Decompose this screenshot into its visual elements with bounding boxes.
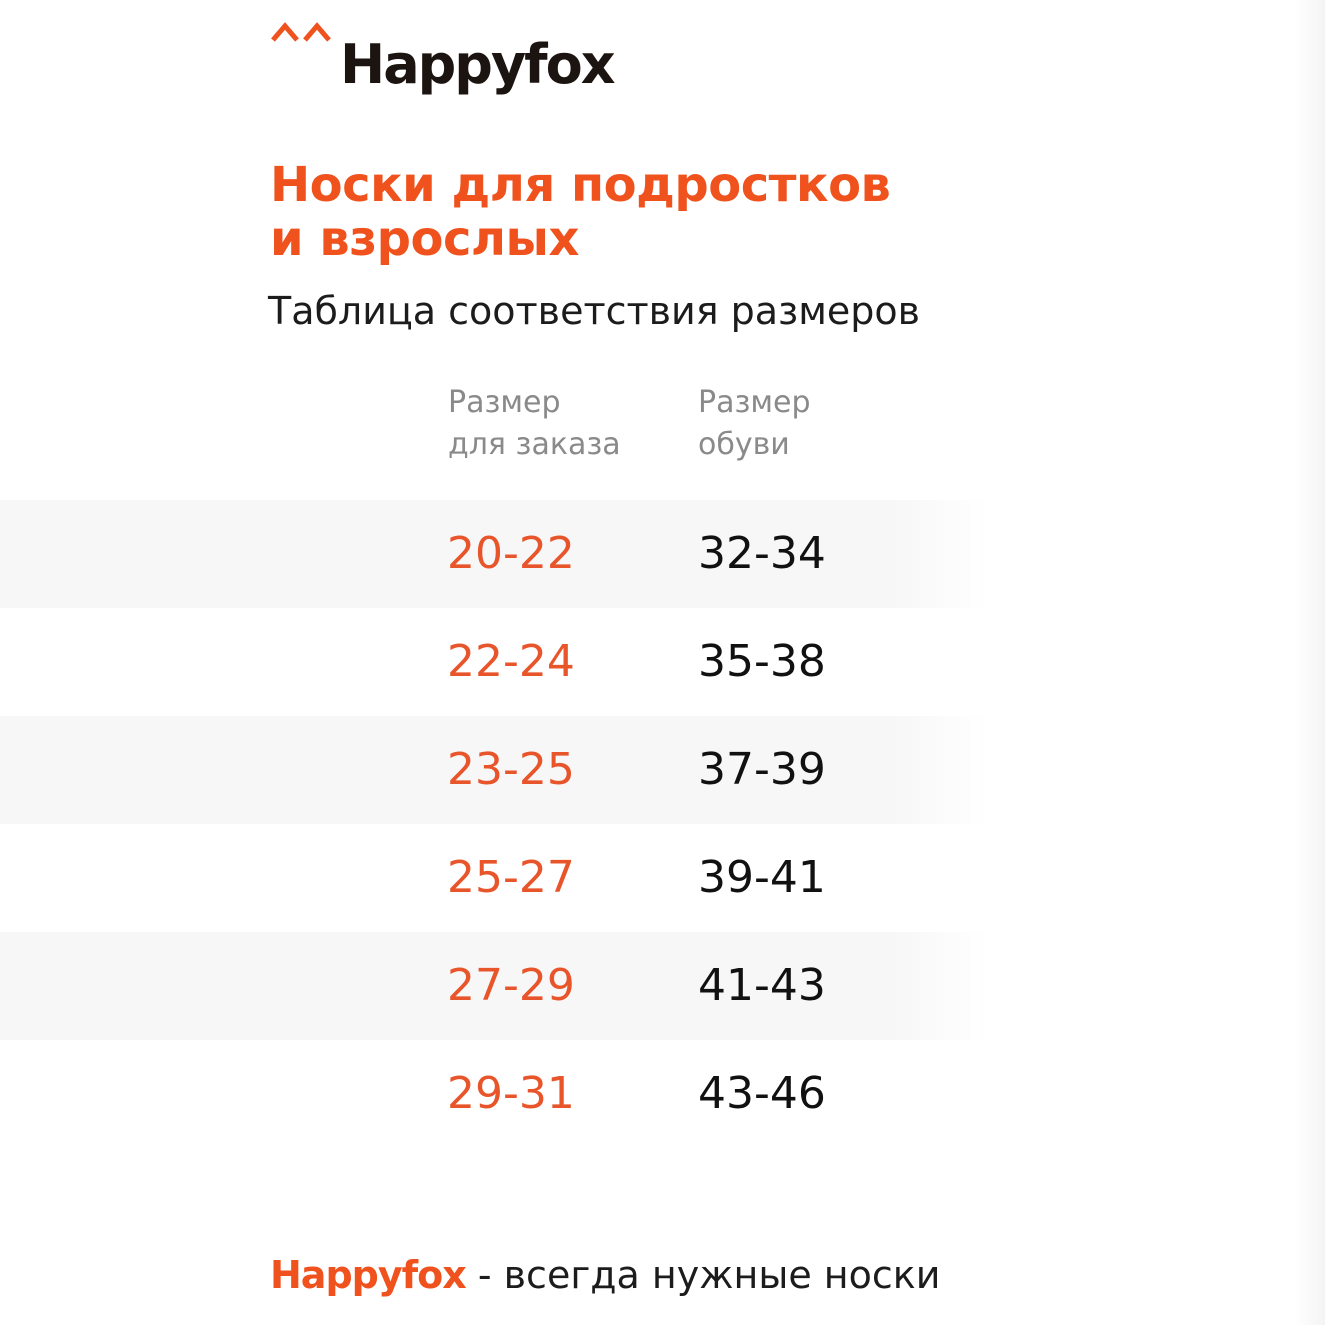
shoe-size-cell: 37-39 xyxy=(698,744,826,795)
order-size-cell: 22-24 xyxy=(447,636,575,687)
shoe-size-cell: 32-34 xyxy=(698,528,826,579)
order-size-header-line-2: для заказа xyxy=(448,427,621,462)
shoe-size-cell: 39-41 xyxy=(698,852,826,903)
table-row: 22-24 35-38 xyxy=(0,608,990,716)
shoe-size-header-line-1: Размер xyxy=(698,385,811,420)
table-row: 27-29 41-43 xyxy=(0,932,990,1040)
page-title: Носки для подростков и взрослых xyxy=(270,158,990,266)
double-caret-icon xyxy=(271,22,331,42)
footer-tagline-text: - всегда нужные носки xyxy=(465,1253,941,1297)
order-size-cell: 29-31 xyxy=(447,1068,575,1119)
table-row: 25-27 39-41 xyxy=(0,824,990,932)
shoe-size-cell: 41-43 xyxy=(698,960,826,1011)
footer-brand: Happyfox xyxy=(270,1253,467,1297)
logo-wordmark: Happyfox xyxy=(340,33,616,96)
table-row: 23-25 37-39 xyxy=(0,716,990,824)
shoe-size-cell: 43-46 xyxy=(698,1068,826,1119)
order-size-header: Размер для заказа xyxy=(448,382,621,466)
title-line-1: Носки для подростков xyxy=(270,157,891,213)
page-subtitle: Таблица соответствия размеров xyxy=(268,289,921,333)
happyfox-logo: Happyfox xyxy=(270,18,630,108)
order-size-header-line-1: Размер xyxy=(448,385,561,420)
size-table: 20-22 32-34 22-24 35-38 23-25 37-39 25-2… xyxy=(0,500,990,1148)
shoe-size-header: Размер обуви xyxy=(698,382,811,466)
footer-tagline: Happyfox - всегда нужные носки xyxy=(270,1248,940,1302)
order-size-cell: 27-29 xyxy=(447,960,575,1011)
shoe-size-header-line-2: обуви xyxy=(698,427,790,462)
order-size-cell: 20-22 xyxy=(447,528,575,579)
table-row: 20-22 32-34 xyxy=(0,500,990,608)
order-size-cell: 23-25 xyxy=(447,744,575,795)
shoe-size-cell: 35-38 xyxy=(698,636,826,687)
right-edge-strip xyxy=(1295,0,1325,1325)
table-row: 29-31 43-46 xyxy=(0,1040,990,1148)
title-line-2: и взрослых xyxy=(270,211,579,267)
order-size-cell: 25-27 xyxy=(447,852,575,903)
